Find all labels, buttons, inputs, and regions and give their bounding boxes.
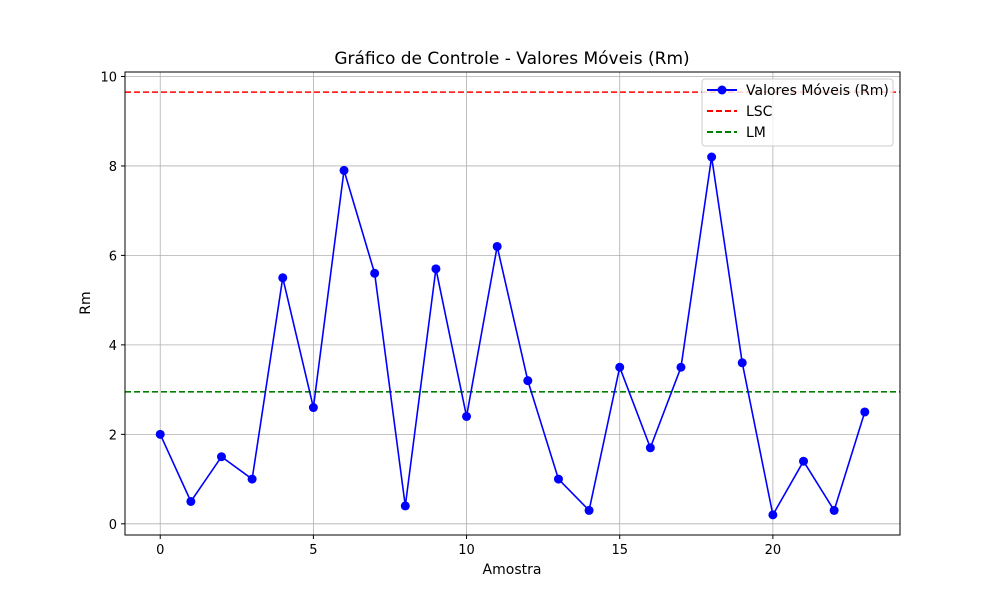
data-point (462, 411, 472, 421)
legend-label-rm: Valores Móveis (Rm) (746, 83, 889, 99)
data-point (829, 505, 839, 515)
y-tick-label: 10 (100, 70, 117, 85)
x-tick-label: 0 (156, 543, 164, 558)
reference-lines (125, 91, 900, 393)
chart-title: Gráfico de Controle - Valores Móveis (Rm… (334, 49, 689, 69)
data-point (584, 505, 594, 515)
data-point (676, 362, 686, 372)
series-layer (155, 152, 870, 520)
x-axis-label: Amostra (483, 562, 542, 578)
data-point (615, 362, 625, 372)
data-point (645, 443, 655, 453)
data-point (492, 241, 502, 251)
x-tick-label: 5 (309, 543, 317, 558)
legend-marker-rm (717, 85, 727, 95)
y-axis: 0 2 4 6 8 10 (100, 70, 125, 533)
x-axis: 0 5 10 15 20 (156, 535, 781, 558)
x-tick-label: 20 (765, 543, 782, 558)
y-tick-label: 0 (109, 518, 117, 533)
y-tick-label: 6 (109, 249, 117, 264)
y-tick-label: 4 (109, 339, 117, 354)
data-point (707, 152, 717, 162)
data-point (278, 273, 288, 283)
legend: Valores Móveis (Rm) LSC LM (701, 78, 894, 147)
y-tick-label: 2 (109, 428, 117, 443)
data-point (339, 165, 349, 175)
data-point (768, 510, 778, 520)
plot-frame (124, 71, 901, 536)
x-tick-label: 15 (611, 543, 628, 558)
data-point (308, 403, 318, 413)
data-point (737, 358, 747, 368)
legend-label-lm: LM (746, 125, 766, 141)
data-point (186, 496, 196, 506)
y-tick-label: 8 (109, 160, 117, 175)
data-point (553, 474, 563, 484)
legend-box (701, 78, 894, 147)
data-point (247, 474, 257, 484)
legend-label-lsc: LSC (746, 104, 773, 120)
y-axis-label: Rm (78, 291, 94, 314)
data-point (799, 456, 809, 466)
data-point (431, 264, 441, 274)
data-point (400, 501, 410, 511)
data-point (523, 376, 533, 386)
grid (125, 72, 900, 535)
x-tick-label: 10 (458, 543, 475, 558)
data-point (216, 452, 226, 462)
data-point (860, 407, 870, 417)
series-line (159, 156, 866, 518)
data-point (155, 429, 165, 439)
data-point (370, 268, 380, 278)
